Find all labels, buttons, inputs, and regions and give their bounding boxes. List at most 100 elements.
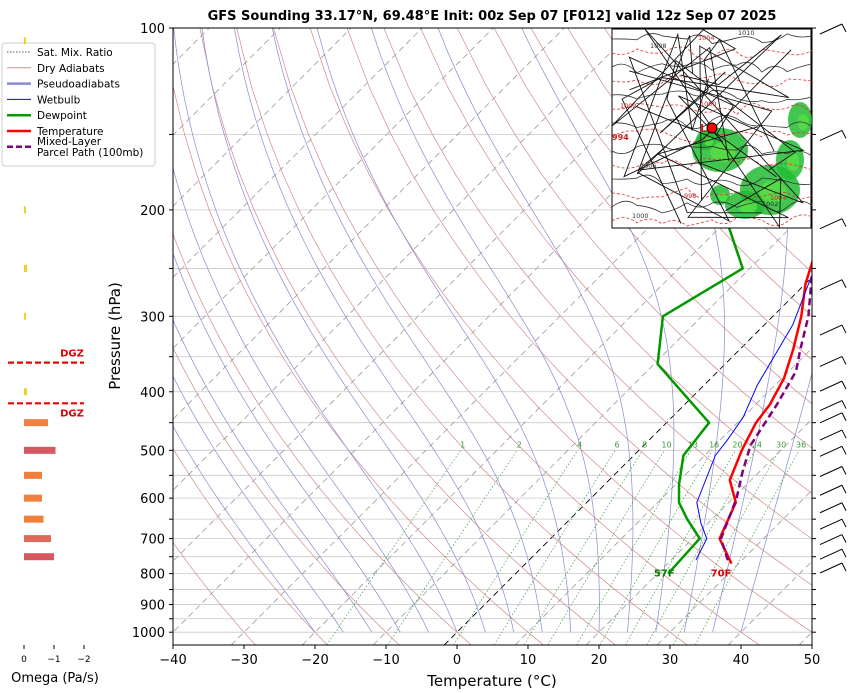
omega-bar xyxy=(24,471,42,479)
pseudoadiabat-line xyxy=(173,28,458,633)
precip-area xyxy=(786,153,800,171)
y-tick-label: 600 xyxy=(140,492,165,507)
wind-barb-flag xyxy=(841,518,847,528)
isotherm-line xyxy=(301,134,812,645)
map-low-value: 994 xyxy=(612,133,629,142)
legend-label: Temperature xyxy=(36,126,104,138)
wind-barb-flag xyxy=(841,412,847,421)
wind-barbs xyxy=(819,23,847,574)
map-contour xyxy=(611,187,813,200)
map-border xyxy=(611,29,737,161)
wind-barb xyxy=(819,380,843,392)
pseudoadiabat-line xyxy=(521,28,675,633)
wind-barb xyxy=(819,412,843,424)
wind-barb xyxy=(819,400,843,412)
chart-title: GFS Sounding 33.17°N, 69.48°E Init: 00z … xyxy=(208,9,777,24)
map-border xyxy=(636,34,782,175)
wind-barb-flag xyxy=(841,485,847,494)
mixing-ratio-label: 4 xyxy=(577,440,582,449)
wind-barb-flag xyxy=(841,279,847,288)
isotherm-line xyxy=(173,28,778,633)
pseudoadiabat-line xyxy=(712,28,789,633)
wind-barb xyxy=(819,355,843,367)
wind-barb xyxy=(819,218,843,230)
y-tick-label: 900 xyxy=(140,599,165,614)
mixing-ratio-line xyxy=(523,450,643,645)
series-wetbulb-line xyxy=(695,273,812,561)
omega-tick-label: −2 xyxy=(77,655,90,665)
omega-tick-label: 0 xyxy=(21,655,27,665)
map-border xyxy=(659,38,775,152)
mixing-ratio-line xyxy=(672,450,780,645)
precip-area xyxy=(710,142,736,162)
dgz-label: DGZ xyxy=(60,349,84,360)
mixing-ratio-label: 16 xyxy=(709,440,719,449)
map-border xyxy=(628,56,777,214)
map-border xyxy=(636,95,806,171)
omega-bar xyxy=(24,515,44,523)
wind-barb-flag xyxy=(841,502,847,511)
map-contour xyxy=(611,158,813,171)
pseudoadiabat-line xyxy=(173,166,429,633)
map-pressure-label: 1004 xyxy=(698,34,715,42)
wind-barb-flag xyxy=(841,130,847,139)
pseudoadiabat-line xyxy=(271,28,543,633)
dry-adiabat-line xyxy=(236,28,688,645)
mixing-ratio-line xyxy=(646,450,756,645)
x-tick-label: 50 xyxy=(804,653,821,668)
y-tick-label: 1000 xyxy=(132,626,165,641)
y-tick-label: 200 xyxy=(140,204,165,219)
mixing-ratio-line xyxy=(453,450,578,645)
legend-label: Wetbulb xyxy=(37,94,81,106)
dry-adiabat-line xyxy=(567,28,812,317)
mixing-ratio-label: 2 xyxy=(517,440,522,449)
x-tick-label: −20 xyxy=(301,653,328,668)
dry-adiabat-line xyxy=(173,541,256,645)
x-tick-label: 10 xyxy=(520,653,537,668)
x-axis-label: Temperature (°C) xyxy=(426,672,556,690)
wind-barb-flag xyxy=(841,380,847,390)
map-pressure-label: 1008 xyxy=(650,42,667,50)
y-tick-label: 700 xyxy=(140,533,165,548)
wind-barb xyxy=(819,466,843,477)
omega-bar xyxy=(24,37,26,45)
pseudoadiabat-line xyxy=(173,425,316,633)
isotherm-line xyxy=(585,418,812,645)
mixing-ratio-line xyxy=(576,450,692,645)
wind-barb-flag xyxy=(841,324,847,334)
omega-bar xyxy=(24,388,27,396)
mixing-ratio-line xyxy=(387,450,518,645)
omega-bar xyxy=(24,535,51,543)
omega-bar xyxy=(24,494,42,502)
wind-barb-flag xyxy=(841,534,847,543)
wind-barb xyxy=(819,279,843,291)
isotherm-line xyxy=(372,205,812,645)
wind-barb xyxy=(819,502,843,514)
wind-barb-flag xyxy=(841,562,847,572)
wind-barb xyxy=(819,445,843,457)
dry-adiabat-line xyxy=(825,28,852,645)
map-contour xyxy=(611,90,813,104)
mixing-ratio-label: 6 xyxy=(615,440,620,449)
map-border xyxy=(629,70,789,219)
pseudoadiabat-line xyxy=(173,375,344,633)
pseudoadiabat-line xyxy=(173,319,373,633)
y-tick-label: 800 xyxy=(140,568,165,583)
map-contour xyxy=(611,143,813,157)
omega-panel: DGZ DGZ 0 −1 −2 Omega (Pa/s) xyxy=(8,37,99,686)
isotherm-line xyxy=(173,28,707,562)
mixing-ratio-label: 30 xyxy=(776,440,786,449)
wind-barb xyxy=(819,562,843,574)
y-tick-label: 100 xyxy=(140,22,165,37)
isotherm-line xyxy=(230,63,812,645)
dry-adiabat-line xyxy=(309,28,812,633)
wind-barb-flag xyxy=(841,218,847,227)
dry-adiabat-line xyxy=(383,28,812,540)
pseudoadiabat-line xyxy=(437,28,634,633)
legend: Sat. Mix. Ratio Dry Adiabats Pseudoadiabat… xyxy=(1,42,156,167)
surface-label: 57F xyxy=(654,569,675,580)
dgz-label: DGZ xyxy=(60,408,84,419)
x-tick-label: −40 xyxy=(159,653,186,668)
dry-adiabat-line xyxy=(456,28,812,449)
map-contour xyxy=(611,115,813,129)
